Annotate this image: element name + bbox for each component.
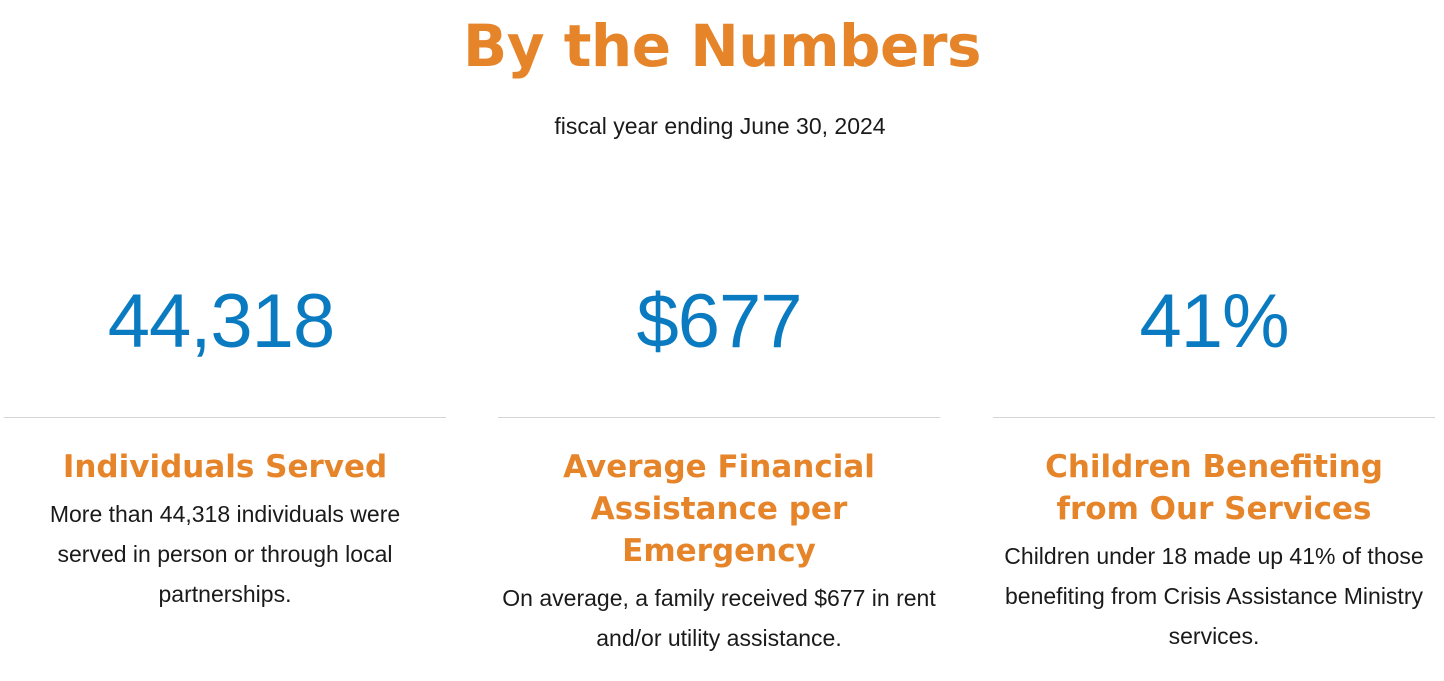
page-title: By the Numbers bbox=[462, 12, 982, 80]
page-subtitle: fiscal year ending June 30, 2024 bbox=[554, 113, 886, 139]
stat-heading: Children Benefiting from Our Services bbox=[1045, 449, 1383, 527]
stat-column-individuals: 44,318 Individuals Served More than 44,3… bbox=[4, 260, 446, 681]
stat-value: 44,318 bbox=[107, 279, 335, 364]
stat-description: More than 44,318 individuals were served… bbox=[49, 501, 401, 607]
stat-text-block: Individuals Served More than 44,318 indi… bbox=[4, 446, 446, 614]
stat-description: Children under 18 made up 41% of those b… bbox=[1004, 543, 1424, 649]
stat-value: $677 bbox=[636, 279, 802, 364]
divider bbox=[498, 417, 940, 418]
stat-description: On average, a family received $677 in re… bbox=[502, 585, 936, 651]
stat-heading: Individuals Served bbox=[62, 449, 388, 485]
stat-text-block: Children Benefiting from Our Services Ch… bbox=[993, 446, 1435, 656]
divider bbox=[4, 417, 446, 418]
stat-column-children: 41% Children Benefiting from Our Service… bbox=[993, 260, 1435, 681]
stat-value: 41% bbox=[1139, 279, 1289, 364]
stat-column-financial-assistance: $677 Average Financial Assistance per Em… bbox=[498, 260, 940, 681]
divider bbox=[993, 417, 1435, 418]
stat-heading: Average Financial Assistance per Emergen… bbox=[563, 449, 875, 569]
stat-text-block: Average Financial Assistance per Emergen… bbox=[498, 446, 940, 658]
